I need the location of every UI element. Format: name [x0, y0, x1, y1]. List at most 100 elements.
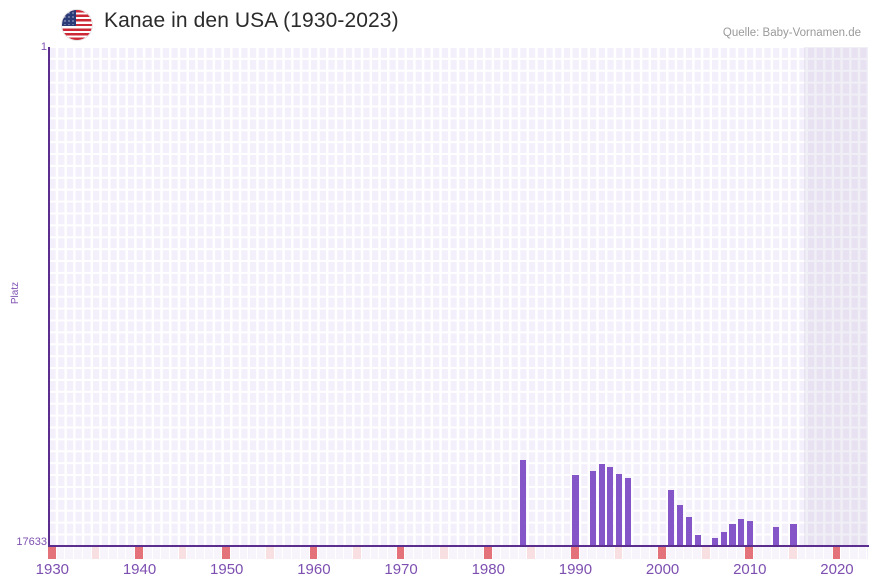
tick-cell-2011 — [754, 547, 763, 559]
tick-cell-1986 — [536, 547, 545, 559]
tick-cell-1956 — [274, 547, 284, 559]
tick-cell-1998 — [640, 547, 650, 559]
bar-1993[interactable] — [598, 464, 605, 546]
x-tick-2010: 2010 — [733, 561, 767, 578]
x-tick-1990: 1990 — [558, 561, 593, 578]
bar-2015[interactable] — [790, 524, 797, 546]
y-axis-line — [48, 47, 50, 546]
bar-2013[interactable] — [772, 527, 780, 546]
tick-cell-1957 — [283, 547, 293, 559]
tick-cell-1931 — [56, 547, 66, 559]
bar-2002[interactable] — [677, 505, 684, 546]
tick-cell-2005 — [701, 547, 711, 559]
tick-cell-2014 — [780, 547, 789, 559]
tick-cell-2002 — [675, 547, 685, 559]
tick-cell-2013 — [771, 547, 781, 559]
x-tick-1930: 1930 — [35, 561, 70, 578]
bar-1995[interactable] — [616, 474, 623, 546]
tick-cell-1979 — [475, 547, 484, 559]
grid-lines — [48, 47, 868, 546]
tick-cell-1953 — [248, 547, 258, 559]
tick-cell-2022 — [850, 547, 859, 559]
tick-cell-1968 — [379, 547, 388, 559]
tick-cell-1966 — [361, 547, 371, 559]
tick-cell-1995 — [614, 547, 624, 559]
tick-cell-1987 — [544, 547, 554, 559]
bar-1994[interactable] — [607, 467, 614, 546]
tick-cell-1974 — [431, 547, 441, 559]
tick-cell-1982 — [501, 547, 511, 559]
tick-cell-1994 — [605, 547, 615, 559]
x-tick-1940: 1940 — [122, 561, 157, 578]
tick-cell-2020 — [832, 547, 842, 559]
tick-cell-2009 — [736, 547, 746, 559]
tick-cell-1955 — [265, 547, 275, 559]
tick-cell-1932 — [65, 547, 75, 559]
bar-1984[interactable] — [520, 460, 527, 546]
bar-2006[interactable] — [711, 538, 719, 546]
bar-2001[interactable] — [668, 490, 675, 546]
x-axis-line — [48, 545, 869, 548]
x-tick-1950: 1950 — [210, 561, 244, 578]
y-axis-tick-top: 1 — [40, 41, 47, 53]
bar-2008[interactable] — [729, 524, 736, 546]
tick-cell-1940 — [135, 547, 144, 559]
tick-cell-1973 — [422, 547, 432, 559]
x-tick-2000: 2000 — [645, 561, 680, 578]
x-tick-2020: 2020 — [820, 561, 854, 578]
tick-cell-1947 — [196, 547, 205, 559]
bar-1996[interactable] — [624, 478, 631, 546]
bar-1992[interactable] — [589, 471, 596, 546]
tick-cell-1981 — [492, 547, 502, 559]
tick-cell-1961 — [318, 547, 327, 559]
tick-cell-1936 — [100, 547, 109, 559]
tick-cell-1996 — [623, 547, 633, 559]
tick-cell-1984 — [518, 547, 528, 559]
tick-cell-2006 — [710, 547, 720, 559]
bar-2004[interactable] — [694, 535, 701, 546]
tick-cell-1983 — [510, 547, 519, 559]
flag-canton — [62, 10, 76, 26]
tick-cell-1980 — [483, 547, 493, 559]
tick-cell-1988 — [553, 547, 563, 559]
tick-cell-1939 — [126, 547, 136, 559]
tick-cell-1943 — [161, 547, 171, 559]
tick-cell-1941 — [143, 547, 153, 559]
tick-cell-1965 — [353, 547, 362, 559]
y-axis-title: Platz — [10, 281, 21, 305]
tick-cell-1938 — [117, 547, 127, 559]
tick-cell-1967 — [370, 547, 380, 559]
tick-cell-1935 — [91, 547, 101, 559]
tick-cell-2001 — [666, 547, 676, 559]
tick-cell-2008 — [727, 547, 737, 559]
tick-cell-1937 — [109, 547, 118, 559]
bar-2010[interactable] — [746, 521, 753, 546]
tick-cell-2016 — [797, 547, 807, 559]
tick-cell-2012 — [762, 547, 772, 559]
tick-cell-1969 — [387, 547, 397, 559]
tick-cell-1977 — [457, 547, 467, 559]
tick-cell-1970 — [396, 547, 406, 559]
tick-cell-1949 — [213, 547, 223, 559]
tick-cell-1978 — [466, 547, 476, 559]
tick-cell-2017 — [806, 547, 816, 559]
bar-2003[interactable] — [685, 517, 692, 546]
tick-cell-1952 — [239, 547, 249, 559]
source-attribution: Quelle: Baby-Vornamen.de — [722, 27, 861, 39]
future-period-shading — [804, 47, 868, 546]
bar-1990[interactable] — [572, 475, 579, 546]
bar-2009[interactable] — [738, 519, 745, 546]
bar-series — [48, 47, 868, 546]
tick-cell-1951 — [231, 547, 240, 559]
tick-cell-1948 — [204, 547, 214, 559]
tick-cell-1954 — [257, 547, 266, 559]
tick-cell-2010 — [745, 547, 755, 559]
tick-cell-1942 — [152, 547, 162, 559]
tick-cell-1934 — [82, 547, 92, 559]
tick-cell-2015 — [789, 547, 798, 559]
tick-cell-2004 — [693, 547, 702, 559]
bar-2007[interactable] — [720, 532, 727, 546]
tick-cell-1985 — [527, 547, 537, 559]
tick-cell-1975 — [440, 547, 449, 559]
tick-cell-1971 — [405, 547, 415, 559]
